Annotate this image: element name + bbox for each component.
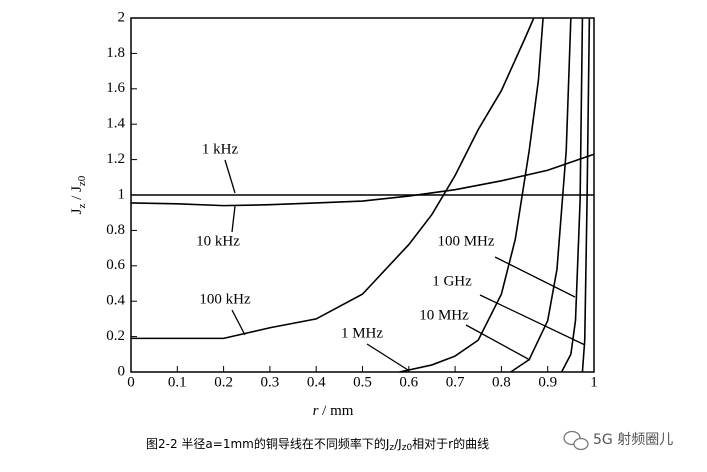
x-tick-label: 0	[127, 374, 135, 390]
y-axis-label: Jz / Jz0	[69, 175, 87, 214]
y-tick-label: 0.8	[106, 222, 125, 238]
caption: 图2-2 半径a=1mm的铜导线在不同频率下的Jz/Jz0相对于r的曲线	[146, 436, 489, 453]
leader-line	[494, 256, 576, 298]
x-tick-label: 0.8	[492, 374, 511, 390]
series-line	[581, 17, 591, 373]
x-tick-label: 1	[590, 374, 598, 390]
x-tick-label: 0.2	[214, 374, 233, 390]
watermark-icon	[563, 430, 589, 451]
leader-line	[479, 294, 586, 346]
y-label-part: J	[69, 208, 85, 214]
leader-line	[224, 159, 236, 194]
leader-line	[366, 343, 409, 371]
y-tick-label: 2	[118, 9, 126, 25]
y-tick-label: 0.6	[106, 257, 125, 273]
series-label: 1 MHz	[341, 325, 383, 341]
x-tick-label: 0.7	[446, 374, 465, 390]
y-tick-label: 1.8	[106, 45, 125, 61]
x-tick-label: 0.5	[353, 374, 372, 390]
caption-part: /J	[394, 437, 402, 451]
series-line	[399, 17, 544, 373]
leader-line	[231, 309, 246, 336]
leader-line	[465, 324, 531, 361]
series-label: 1 GHz	[432, 273, 472, 289]
y-label-part: / J	[69, 186, 85, 204]
series-line	[560, 17, 584, 373]
x-tick-label: 0.1	[168, 374, 187, 390]
x-label-part: / mm	[318, 403, 353, 419]
y-tick-label: 1.6	[106, 80, 125, 96]
x-axis-label: r / mm	[313, 403, 354, 419]
y-tick-label: 1	[118, 186, 126, 202]
leader-line	[231, 205, 236, 233]
series-label: 100 kHz	[199, 291, 251, 307]
y-tick-label: 0.2	[106, 328, 125, 344]
x-tick-label: 0.4	[307, 374, 326, 390]
series-label: 10 MHz	[419, 307, 469, 323]
y-tick-label: 1.2	[106, 151, 125, 167]
x-tick-label: 0.6	[399, 374, 418, 390]
y-label-part: z	[76, 203, 88, 208]
caption-part: 图2-2 半径a=1mm的铜导线在不同频率下的J	[146, 436, 389, 451]
y-label-part: z0	[76, 175, 88, 186]
caption-part: z0	[402, 443, 413, 453]
series-line	[510, 17, 572, 373]
x-tick-label: 0.9	[538, 374, 557, 390]
series-label: 1 kHz	[202, 141, 239, 157]
x-tick-label: 0.3	[261, 374, 280, 390]
y-tick-label: 0	[118, 363, 126, 379]
y-tick-label: 0.4	[106, 293, 125, 309]
series-line	[131, 17, 535, 340]
caption-part: 相对于r的曲线	[412, 436, 489, 451]
series-label: 100 MHz	[437, 233, 494, 249]
caption-part: z	[389, 443, 394, 453]
watermark: 5G 射频圈儿	[593, 432, 673, 448]
series-line	[130, 153, 595, 207]
series-label: 10 kHz	[196, 233, 240, 249]
y-tick-label: 1.4	[106, 116, 125, 132]
x-label-part: r	[313, 403, 319, 419]
